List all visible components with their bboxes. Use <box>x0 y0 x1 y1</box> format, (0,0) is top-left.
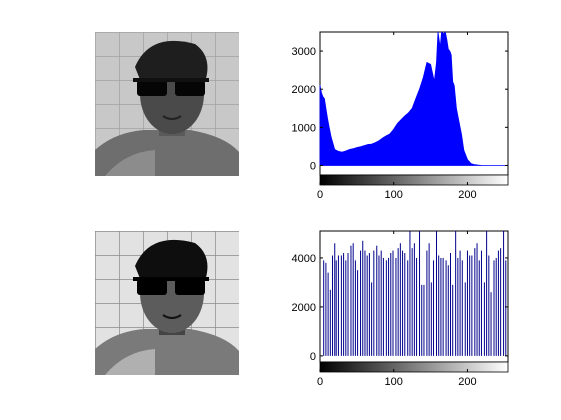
original-photo <box>95 32 239 176</box>
x-tick-label: 0 <box>317 189 323 201</box>
y-tick-label: 1000 <box>292 122 316 134</box>
y-tick-label: 0 <box>310 351 316 363</box>
histogram-area <box>319 31 509 166</box>
x-tick-label: 200 <box>458 189 476 201</box>
equalized-photo <box>95 231 239 375</box>
intensity-gradient-bar <box>319 361 509 373</box>
y-tick-label: 2000 <box>292 84 316 96</box>
y-tick-label: 3000 <box>292 46 316 58</box>
x-tick-label: 200 <box>458 376 476 388</box>
y-tick-label: 0 <box>310 160 316 172</box>
y-tick-label: 4000 <box>292 253 316 265</box>
x-tick-label: 100 <box>385 376 403 388</box>
equalized-photo-image <box>95 231 239 375</box>
x-tick-label: 0 <box>317 376 323 388</box>
original-photo-image <box>95 32 239 176</box>
intensity-gradient-bar <box>319 174 509 186</box>
y-tick-label: 2000 <box>292 302 316 314</box>
x-tick-label: 100 <box>385 189 403 201</box>
